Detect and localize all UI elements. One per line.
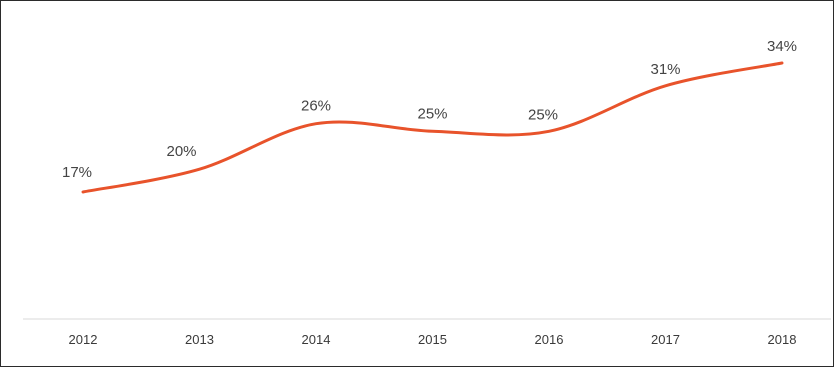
x-tick-label: 2015: [418, 332, 447, 347]
data-label: 25%: [528, 106, 558, 123]
x-tick-label: 2017: [651, 332, 680, 347]
data-label: 26%: [301, 98, 331, 115]
series-line: [81, 61, 784, 194]
data-label: 17%: [62, 164, 92, 181]
data-label: 25%: [417, 105, 447, 122]
x-tick-label: 2014: [302, 332, 331, 347]
data-label: 20%: [166, 143, 196, 160]
x-tick-label: 2013: [185, 332, 214, 347]
x-tick-label: 2018: [768, 332, 797, 347]
data-label: 34%: [767, 38, 797, 55]
x-tick-label: 2012: [69, 332, 98, 347]
data-label: 31%: [650, 61, 680, 78]
x-tick-label: 2016: [535, 332, 564, 347]
